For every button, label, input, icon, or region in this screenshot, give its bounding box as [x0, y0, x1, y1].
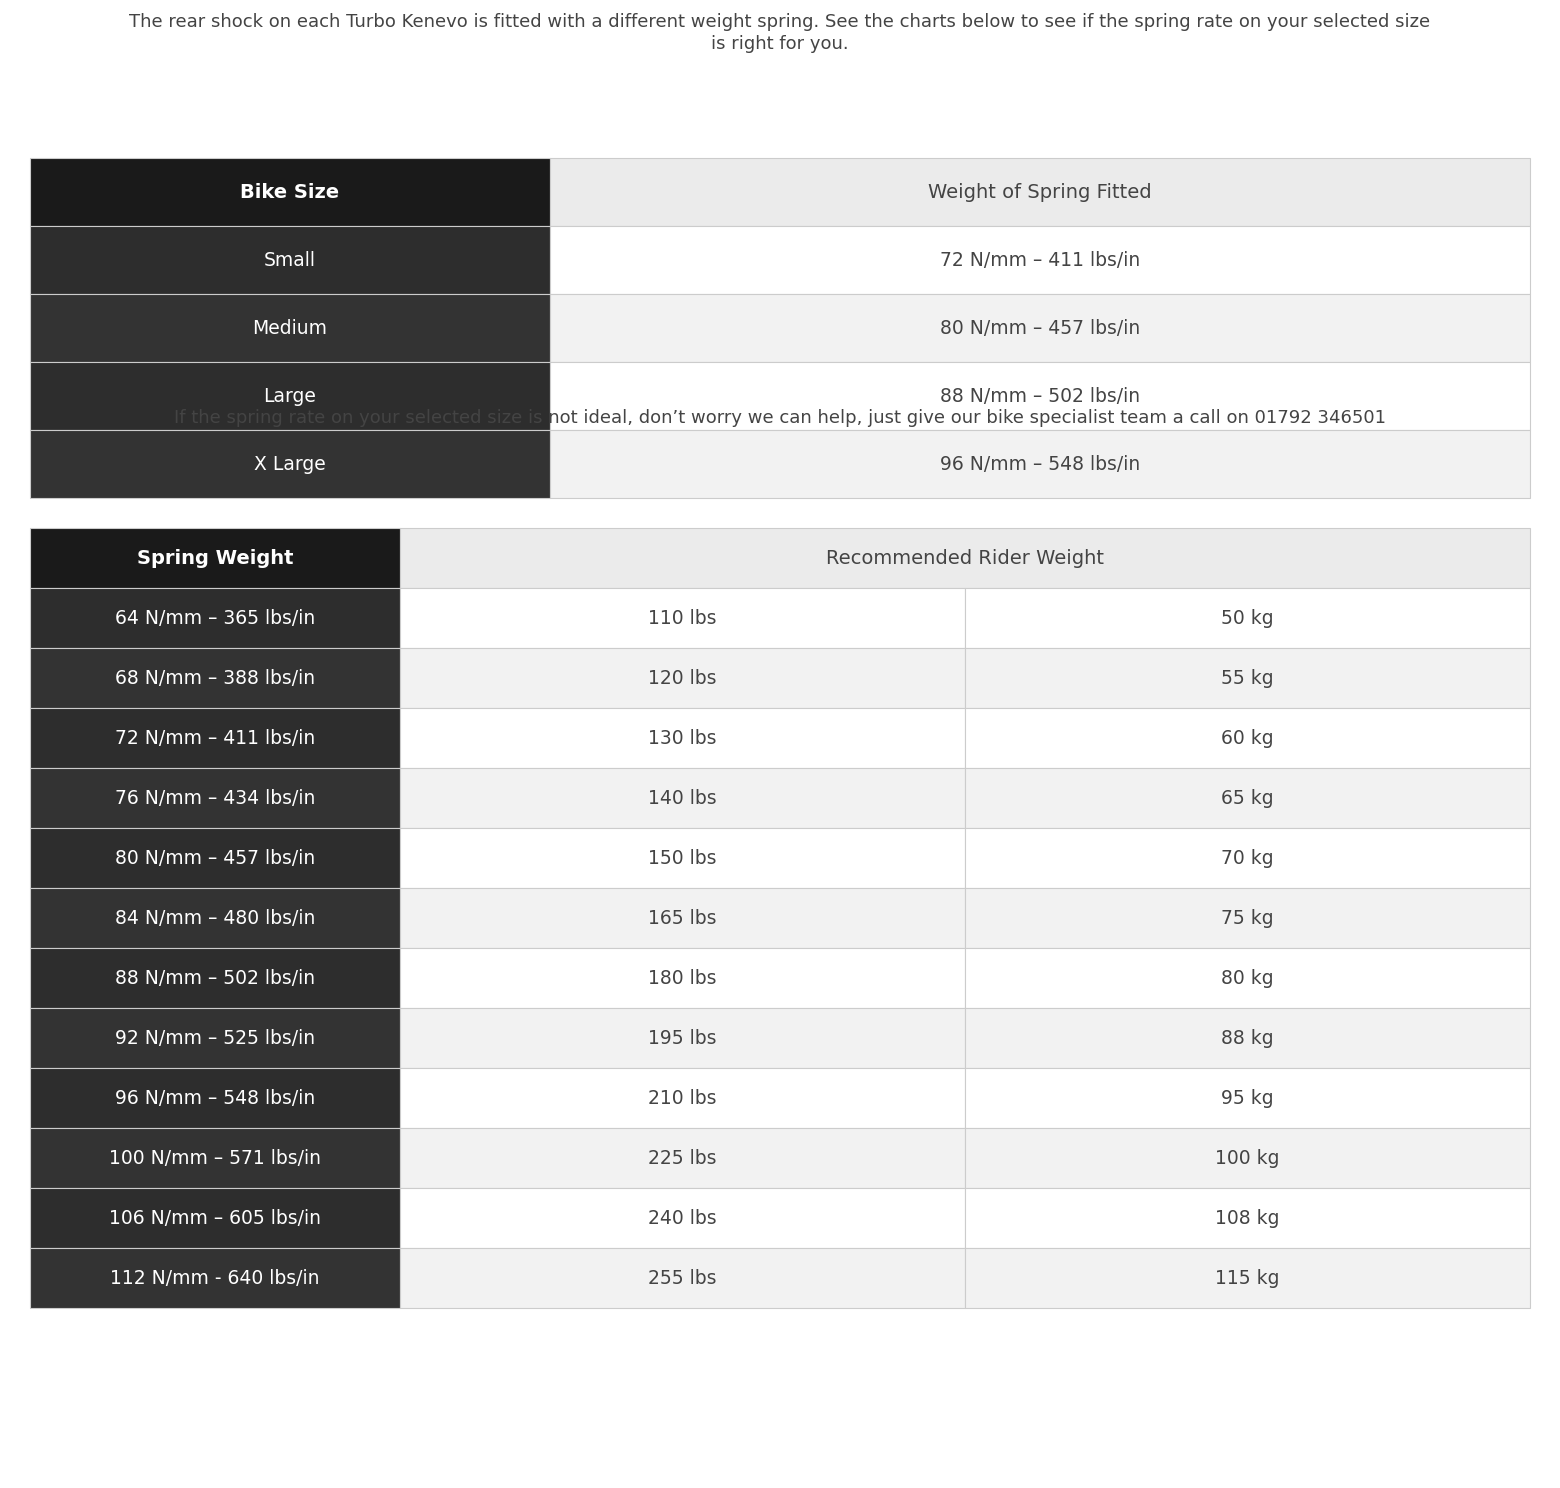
- Text: 108 kg: 108 kg: [1215, 1208, 1279, 1228]
- Text: 195 lbs: 195 lbs: [649, 1028, 716, 1048]
- Text: is right for you.: is right for you.: [711, 36, 849, 54]
- Bar: [399, 588, 966, 647]
- Text: 88 N/mm – 502 lbs/in: 88 N/mm – 502 lbs/in: [941, 387, 1140, 406]
- Text: 130 lbs: 130 lbs: [649, 729, 716, 747]
- Text: 115 kg: 115 kg: [1215, 1268, 1279, 1287]
- Bar: [551, 430, 1530, 498]
- Bar: [551, 295, 1530, 362]
- Bar: [399, 1128, 966, 1187]
- Text: Large: Large: [264, 387, 317, 406]
- Bar: [30, 768, 399, 827]
- Text: 68 N/mm – 388 lbs/in: 68 N/mm – 388 lbs/in: [115, 668, 315, 687]
- Text: 84 N/mm – 480 lbs/in: 84 N/mm – 480 lbs/in: [115, 909, 315, 927]
- Text: 88 N/mm – 502 lbs/in: 88 N/mm – 502 lbs/in: [115, 969, 315, 988]
- Text: 96 N/mm – 548 lbs/in: 96 N/mm – 548 lbs/in: [115, 1089, 315, 1107]
- Bar: [399, 528, 1530, 588]
- Text: 120 lbs: 120 lbs: [649, 668, 716, 687]
- Bar: [30, 1187, 399, 1248]
- Text: If the spring rate on your selected size is not ideal, don’t worry we can help, : If the spring rate on your selected size…: [175, 409, 1385, 427]
- Text: 80 kg: 80 kg: [1221, 969, 1275, 988]
- Bar: [966, 647, 1530, 708]
- Bar: [30, 647, 399, 708]
- Bar: [399, 1187, 966, 1248]
- Text: 80 N/mm – 457 lbs/in: 80 N/mm – 457 lbs/in: [115, 848, 315, 868]
- Text: Small: Small: [264, 250, 317, 269]
- Text: The rear shock on each Turbo Kenevo is fitted with a different weight spring. Se: The rear shock on each Turbo Kenevo is f…: [129, 13, 1431, 31]
- Text: 76 N/mm – 434 lbs/in: 76 N/mm – 434 lbs/in: [115, 789, 315, 808]
- Text: 255 lbs: 255 lbs: [649, 1268, 716, 1287]
- Bar: [966, 1248, 1530, 1308]
- Text: 72 N/mm – 411 lbs/in: 72 N/mm – 411 lbs/in: [939, 250, 1140, 269]
- Bar: [30, 158, 551, 226]
- Text: Bike Size: Bike Size: [240, 183, 340, 201]
- Text: 210 lbs: 210 lbs: [649, 1089, 716, 1107]
- Text: 50 kg: 50 kg: [1221, 609, 1275, 628]
- Bar: [399, 948, 966, 1007]
- Bar: [399, 768, 966, 827]
- Text: 64 N/mm – 365 lbs/in: 64 N/mm – 365 lbs/in: [115, 609, 315, 628]
- Text: 100 N/mm – 571 lbs/in: 100 N/mm – 571 lbs/in: [109, 1149, 321, 1168]
- Text: 165 lbs: 165 lbs: [649, 909, 716, 927]
- Bar: [30, 295, 551, 362]
- Text: 96 N/mm – 548 lbs/in: 96 N/mm – 548 lbs/in: [939, 454, 1140, 473]
- Text: 55 kg: 55 kg: [1221, 668, 1275, 687]
- Bar: [399, 1248, 966, 1308]
- Bar: [966, 888, 1530, 948]
- Bar: [399, 1007, 966, 1068]
- Bar: [399, 888, 966, 948]
- Bar: [30, 1248, 399, 1308]
- Bar: [551, 226, 1530, 295]
- Text: 65 kg: 65 kg: [1221, 789, 1275, 808]
- Bar: [966, 827, 1530, 888]
- Bar: [966, 588, 1530, 647]
- Text: 92 N/mm – 525 lbs/in: 92 N/mm – 525 lbs/in: [115, 1028, 315, 1048]
- Bar: [30, 588, 399, 647]
- Bar: [966, 1187, 1530, 1248]
- Bar: [30, 226, 551, 295]
- Text: 150 lbs: 150 lbs: [649, 848, 716, 868]
- Bar: [966, 768, 1530, 827]
- Text: 106 N/mm – 605 lbs/in: 106 N/mm – 605 lbs/in: [109, 1208, 321, 1228]
- Bar: [399, 708, 966, 768]
- Bar: [30, 1068, 399, 1128]
- Bar: [399, 647, 966, 708]
- Text: 112 N/mm - 640 lbs/in: 112 N/mm - 640 lbs/in: [111, 1268, 320, 1287]
- Bar: [399, 827, 966, 888]
- Bar: [30, 1128, 399, 1187]
- Bar: [966, 1128, 1530, 1187]
- Text: 180 lbs: 180 lbs: [649, 969, 716, 988]
- Bar: [30, 362, 551, 430]
- Text: 88 kg: 88 kg: [1221, 1028, 1275, 1048]
- Text: 225 lbs: 225 lbs: [649, 1149, 716, 1168]
- Text: X Large: X Large: [254, 454, 326, 473]
- Text: 100 kg: 100 kg: [1215, 1149, 1279, 1168]
- Bar: [551, 158, 1530, 226]
- Bar: [30, 1007, 399, 1068]
- Bar: [30, 528, 399, 588]
- Text: Recommended Rider Weight: Recommended Rider Weight: [825, 549, 1104, 567]
- Text: 240 lbs: 240 lbs: [649, 1208, 716, 1228]
- Bar: [30, 827, 399, 888]
- Bar: [30, 430, 551, 498]
- Text: 75 kg: 75 kg: [1221, 909, 1275, 927]
- Text: Medium: Medium: [253, 318, 328, 338]
- Bar: [551, 362, 1530, 430]
- Text: 110 lbs: 110 lbs: [649, 609, 716, 628]
- Text: 80 N/mm – 457 lbs/in: 80 N/mm – 457 lbs/in: [939, 318, 1140, 338]
- Bar: [30, 888, 399, 948]
- Text: 60 kg: 60 kg: [1221, 729, 1275, 747]
- Text: 95 kg: 95 kg: [1221, 1089, 1275, 1107]
- Bar: [966, 708, 1530, 768]
- Bar: [966, 1068, 1530, 1128]
- Text: Weight of Spring Fitted: Weight of Spring Fitted: [928, 183, 1151, 201]
- Bar: [30, 708, 399, 768]
- Text: 140 lbs: 140 lbs: [649, 789, 716, 808]
- Bar: [399, 1068, 966, 1128]
- Bar: [30, 948, 399, 1007]
- Text: 72 N/mm – 411 lbs/in: 72 N/mm – 411 lbs/in: [115, 729, 315, 747]
- Text: Spring Weight: Spring Weight: [137, 549, 293, 567]
- Bar: [966, 948, 1530, 1007]
- Bar: [966, 1007, 1530, 1068]
- Text: 70 kg: 70 kg: [1221, 848, 1275, 868]
